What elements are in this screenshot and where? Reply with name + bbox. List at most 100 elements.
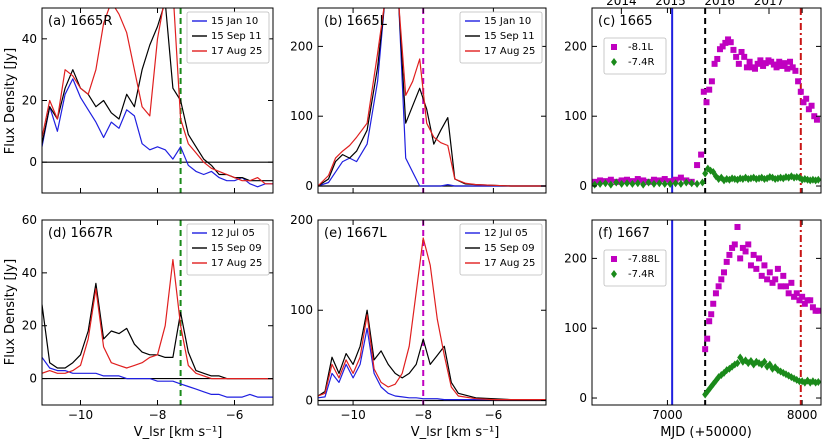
data-point [634,176,641,183]
data-point [764,276,771,283]
data-point [722,39,729,46]
data-point [719,43,726,50]
x-tick-label: 7000 [652,408,683,422]
data-point [733,53,740,60]
data-point [640,177,647,184]
data-point [809,304,816,311]
data-point [782,283,789,290]
data-point [650,176,657,183]
data-point [788,279,795,286]
legend-label: 17 Aug 25 [211,258,262,269]
y-tick-label: 200 [564,251,587,265]
data-point [729,244,736,251]
y-tick-label: 40 [22,266,37,280]
panel-title: (a) 1665R [48,14,112,29]
data-point [723,258,730,265]
axes-frame [317,219,547,406]
data-point [738,48,745,55]
panel-title: (f) 1667 [598,226,650,241]
data-point [774,265,781,272]
y-tick-label: 100 [564,109,587,123]
x-tick-label: −10 [68,408,93,422]
data-point [734,359,741,368]
data-point [769,279,776,286]
data-point [661,179,668,188]
year-label: 2017 [754,0,785,8]
series-line [318,327,546,401]
data-point [677,179,684,188]
data-point [667,179,674,188]
panel-a: 0 20 40 (a) 1665R 15 Jan 10 15 Sep 11 17 Aug 2… [22,7,274,194]
series-line [42,259,273,380]
legend-swatch [611,270,617,278]
data-point [780,272,787,279]
year-label: 2015 [655,0,686,8]
data-point [694,179,701,188]
data-point [706,86,713,93]
legend-label: 17 Aug 25 [484,258,535,269]
x-axis-label-right: MJD (+50000) [660,425,752,440]
data-point [708,311,715,318]
data-point [698,151,705,158]
x-axis-label-middle: V_lsr [km s⁻¹] [411,425,500,440]
legend-box [459,11,543,64]
data-point [683,178,690,187]
series-line [42,357,273,398]
data-point [710,300,717,307]
data-point [799,293,806,300]
data-point [791,293,798,300]
data-point [766,269,773,276]
year-label: 2014 [606,0,637,8]
data-point [815,307,821,314]
legend-label: 15 Jan 10 [211,16,258,27]
data-point [747,262,754,269]
data-point [815,377,821,386]
data-point [761,262,768,269]
data-point [795,78,802,85]
axes-frame [591,7,822,194]
axes-frame [317,7,547,194]
data-point [677,174,684,181]
data-point [629,179,636,188]
y-tick-label: 200 [290,39,313,53]
x-tick-label: −6 [485,408,503,422]
data-point [777,283,784,290]
panel-b: 0 100 200 (b) 1665L 15 Jan 10 15 Sep 11 17 Aug… [290,7,547,194]
data-point [650,179,657,188]
legend-box [603,37,667,75]
y-tick-label: 0 [579,391,587,405]
legend-swatch [611,58,617,66]
data-point [721,269,728,276]
y-tick-label: 200 [290,213,313,227]
y-tick-label: 60 [22,213,37,227]
data-point [714,55,721,62]
data-point [727,39,734,46]
data-point [712,290,719,297]
legend-label: 15 Sep 11 [211,31,262,42]
data-point [706,318,713,325]
legend-label: 15 Jan 10 [484,16,531,27]
data-point [672,179,679,188]
data-point [711,60,718,67]
data-point [815,175,821,184]
data-point [656,179,663,188]
y-tick-label: 200 [564,39,587,53]
data-point [734,223,741,230]
data-point [805,106,812,113]
panel-c: 0 100 200 2014 2015 2016 2017 (c) 1665 -8.1L -7.4… [564,0,822,194]
data-point [607,176,614,183]
data-point [800,99,807,106]
x-axis-label-left: V_lsr [km s⁻¹] [134,425,223,440]
data-point [773,64,780,71]
legend-label: 15 Sep 09 [484,243,535,254]
data-point [703,99,710,106]
series-line [318,237,546,401]
y-tick-label: 40 [22,32,37,46]
data-point [735,60,742,67]
panel-f: 7000 8000 0 100 200 (f) 1667 -7.88L -7.4R [564,219,822,422]
legend-swatch [611,44,617,50]
data-point [761,357,768,366]
data-point [743,64,750,71]
data-point [708,78,715,85]
data-point [756,255,763,262]
